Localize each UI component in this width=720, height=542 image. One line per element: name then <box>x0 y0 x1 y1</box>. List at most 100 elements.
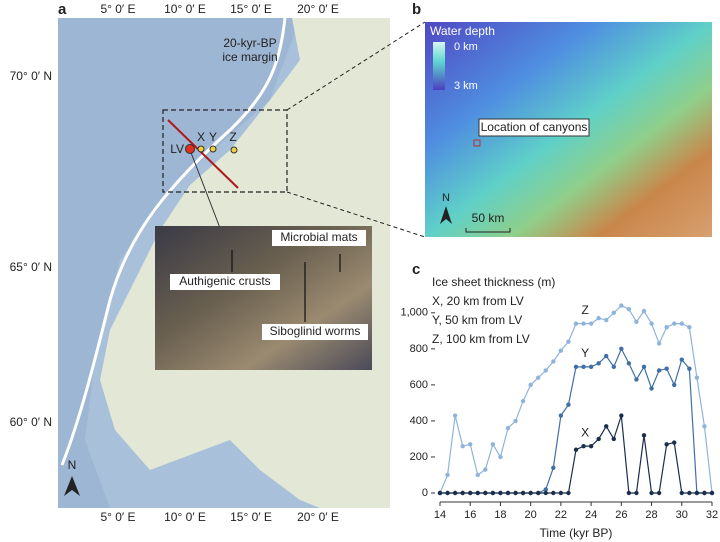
data-point <box>460 443 465 449</box>
longitude-label: 10° 0′ E <box>164 2 206 16</box>
data-point <box>626 490 632 496</box>
y-tick-label: 1,000 <box>400 307 428 319</box>
site-marker <box>185 144 195 154</box>
data-point <box>513 418 518 424</box>
latitude-label: 60° 0′ N <box>10 415 52 429</box>
data-point <box>452 413 458 418</box>
data-point <box>566 490 571 496</box>
site-label: X <box>197 130 205 144</box>
data-point <box>490 490 496 496</box>
data-point <box>483 467 488 472</box>
x-tick-label: 14 <box>434 509 446 521</box>
depth-label: 3 km <box>454 80 478 92</box>
latitude-label: 70° 0′ N <box>10 69 52 83</box>
data-point <box>641 364 647 370</box>
scale-bar-label: 50 km <box>472 211 505 225</box>
data-point <box>672 382 677 388</box>
data-point <box>588 321 594 326</box>
longitude-label: 5° 0′ E <box>100 2 135 16</box>
series-line <box>440 415 712 494</box>
data-point <box>687 325 692 330</box>
site-marker <box>209 145 217 153</box>
site-label: Z <box>229 130 236 144</box>
data-point <box>702 490 707 496</box>
data-point <box>604 317 609 323</box>
ice-margin-label: 20-kyr-BP <box>223 36 276 50</box>
x-tick-label: 18 <box>494 509 506 521</box>
data-point <box>634 490 639 496</box>
data-point <box>619 303 624 308</box>
depth-label: 0 km <box>454 41 478 53</box>
longitude-label: 20° 0′ E <box>297 510 339 524</box>
data-point <box>634 319 639 325</box>
north-arrow <box>64 476 80 496</box>
north-arrow <box>440 206 452 224</box>
data-point <box>649 490 654 496</box>
data-point <box>536 490 541 496</box>
data-point <box>505 490 511 496</box>
data-point <box>490 442 496 447</box>
panel-label: c <box>412 261 420 278</box>
y-tick-label: 400 <box>410 415 428 427</box>
north-label: N <box>68 458 77 472</box>
data-point <box>566 402 571 407</box>
data-point <box>656 368 662 373</box>
data-point <box>498 490 503 496</box>
connector <box>286 21 426 238</box>
data-point <box>634 377 639 382</box>
x-tick-label: 30 <box>676 509 688 521</box>
data-point <box>619 413 624 418</box>
data-point <box>679 357 684 362</box>
data-point <box>641 308 647 314</box>
data-point <box>573 364 579 370</box>
x-tick-label: 22 <box>555 509 567 521</box>
panel-label: a <box>58 1 67 18</box>
data-point <box>543 487 548 492</box>
data-point <box>543 368 548 373</box>
data-point <box>536 375 541 380</box>
x-tick-label: 24 <box>585 509 597 521</box>
data-point <box>656 341 662 346</box>
data-point <box>641 433 647 438</box>
latitude-label: 65° 0′ N <box>10 260 52 274</box>
longitude-label: 20° 0′ E <box>297 2 339 16</box>
data-point <box>687 490 692 496</box>
north-label: N <box>442 192 450 204</box>
data-point <box>520 398 526 404</box>
deep-sea <box>58 18 300 508</box>
data-point <box>596 316 601 321</box>
data-point <box>483 490 488 496</box>
label-box <box>478 118 590 137</box>
y-tick-label: 600 <box>410 379 428 391</box>
data-point <box>573 447 579 452</box>
data-point <box>702 424 707 429</box>
data-point <box>452 490 458 496</box>
data-point <box>619 346 624 352</box>
data-point <box>656 490 662 496</box>
site-marker <box>197 145 205 153</box>
panel-label: b <box>412 1 421 18</box>
data-point <box>611 310 616 316</box>
data-point <box>475 472 480 478</box>
x-axis-label: Time (kyr BP) <box>540 526 613 540</box>
legend-title: Water depth <box>430 24 495 38</box>
ice-margin-line <box>60 17 287 466</box>
data-point <box>611 436 616 442</box>
site-marker <box>230 146 238 154</box>
data-point <box>626 361 632 366</box>
y-tick-label: 200 <box>410 451 428 463</box>
data-point <box>566 339 571 344</box>
data-point <box>596 436 601 442</box>
colorbar <box>433 42 445 90</box>
series-label: Z <box>581 303 588 317</box>
data-point <box>664 366 669 371</box>
transect <box>167 119 239 189</box>
data-point <box>687 366 692 371</box>
data-point <box>664 325 669 330</box>
x-tick-label: 32 <box>706 509 718 521</box>
data-point <box>626 307 632 312</box>
photo-label: Microbial mats <box>280 230 357 244</box>
data-point <box>604 424 609 429</box>
data-point <box>543 490 548 496</box>
